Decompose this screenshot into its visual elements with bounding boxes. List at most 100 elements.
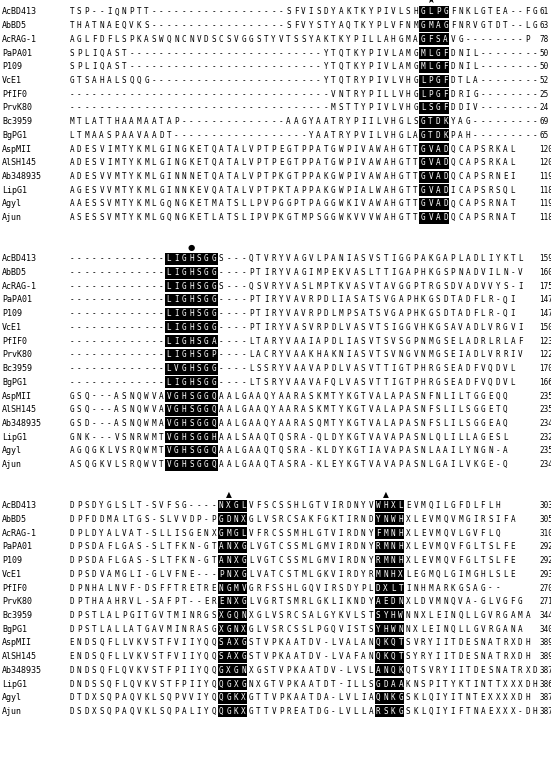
Text: A: A [301,666,306,675]
Text: H: H [189,268,193,277]
Text: D: D [323,296,328,304]
Text: S: S [286,8,291,16]
Text: E: E [421,556,425,565]
Text: V: V [369,254,373,263]
Text: A: A [114,419,119,428]
Text: D: D [69,570,74,579]
Text: V: V [428,200,433,208]
Text: S: S [256,364,261,373]
Text: K: K [323,35,328,44]
Text: V: V [166,419,171,428]
Text: V: V [182,694,186,702]
Text: T: T [473,694,478,702]
Text: -: - [316,48,321,58]
Text: -: - [234,104,239,112]
Bar [172,280,180,293]
Bar [442,61,449,73]
Text: S: S [361,666,366,675]
Text: L: L [316,254,321,263]
Text: W: W [159,35,164,44]
Text: R: R [421,638,425,647]
Text: A: A [129,528,134,538]
Text: D: D [316,707,321,716]
Text: G: G [212,364,216,373]
Text: Q: Q [376,652,381,661]
Text: A: A [436,200,440,208]
Text: G: G [144,76,149,85]
Text: -: - [69,282,74,291]
Text: P109: P109 [2,62,22,71]
Text: -: - [256,8,261,16]
Text: -: - [234,323,239,332]
Text: 69: 69 [539,118,548,126]
Text: T: T [144,611,149,620]
Text: P: P [361,584,366,592]
Text: A: A [144,131,149,140]
Text: -: - [129,254,134,263]
Text: A: A [226,392,231,400]
Text: G: G [473,624,478,634]
Text: I: I [107,158,111,167]
Text: -: - [189,22,193,30]
Text: D: D [466,502,471,510]
Text: -: - [204,570,209,579]
Text: D: D [354,542,358,551]
Text: G: G [316,542,321,551]
Text: G: G [241,406,246,414]
Text: -: - [144,570,149,579]
Bar [375,554,382,567]
Text: L: L [480,323,485,332]
Text: L: L [114,542,119,551]
Text: X: X [503,694,507,702]
Text: Y: Y [279,296,283,304]
Text: R: R [488,200,493,208]
Text: -: - [107,392,111,400]
Text: T: T [226,186,231,195]
Text: G: G [323,707,328,716]
Text: H: H [398,556,403,565]
Text: A: A [466,268,471,277]
Text: G: G [480,611,485,620]
Text: S: S [99,707,104,716]
Text: A: A [338,22,343,30]
Text: L: L [413,556,418,565]
Text: -: - [226,364,231,373]
Text: -: - [99,268,104,277]
Text: F: F [511,598,515,606]
Text: T: T [361,392,366,400]
Text: -: - [144,296,149,304]
Text: -: - [197,542,201,551]
Text: -: - [166,104,171,112]
Text: -: - [99,8,104,16]
Text: A: A [503,144,507,154]
Text: -: - [495,90,500,99]
Text: I: I [166,158,171,167]
Text: S: S [256,35,261,44]
Bar [442,74,449,87]
Text: P: P [346,158,350,167]
Bar [188,431,195,443]
Text: G: G [174,419,179,428]
Text: AcRAG-1: AcRAG-1 [2,528,37,538]
Bar [218,554,225,567]
Text: -: - [152,364,156,373]
Text: C: C [219,35,224,44]
Text: T: T [413,158,418,167]
Text: V: V [369,406,373,414]
Text: L: L [264,611,268,620]
Text: -: - [99,406,104,414]
Text: I: I [338,528,343,538]
Text: L: L [323,432,328,442]
Text: L: L [159,556,164,565]
Text: 386: 386 [539,680,551,688]
Text: G: G [197,419,201,428]
Text: A: A [129,118,134,126]
Text: Q: Q [212,144,216,154]
Text: T: T [226,172,231,181]
Bar [188,417,195,429]
Text: -: - [294,62,298,71]
Text: V: V [166,460,171,469]
Text: M: M [234,584,239,592]
Text: Q: Q [99,48,104,58]
Bar [375,705,382,717]
